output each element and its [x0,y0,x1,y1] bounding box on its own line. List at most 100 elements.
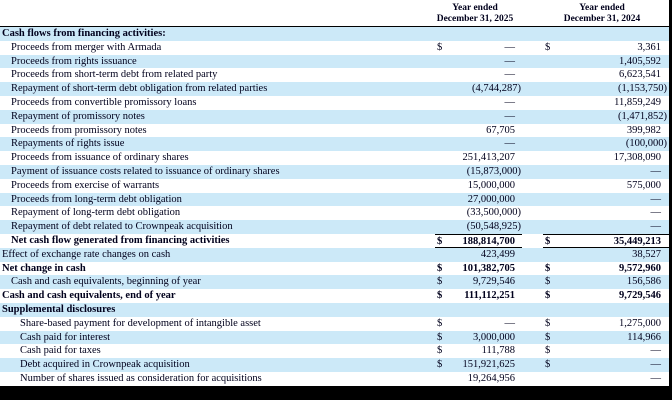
amount-2025: 15,000,000 [467,179,515,191]
currency-symbol-2024 [543,303,555,317]
amount-2025: 27,000,000 [467,193,515,205]
column-gap [522,262,543,276]
currency-symbol-2024: $ [545,276,551,288]
row-label: Proceeds from exercise of warrants [11,179,160,191]
amount-2024: — [650,221,662,233]
currency-symbol-2025: $ [437,345,443,357]
column-gap [522,248,543,262]
row-label: Proceeds from promissory notes [11,124,147,136]
currency-symbol-2025 [435,372,447,386]
amount-2024: (1,471,852) [618,110,667,122]
currency-symbol-2025: $ [435,233,447,248]
currency-symbol-2024 [543,96,555,110]
currency-symbol-2025 [435,193,447,207]
amount-2024: 1,405,592 [619,55,661,67]
amount-2025 [447,303,522,317]
column-gap [522,372,543,386]
column-gap [522,55,543,69]
column-header-2024-line1: Year ended [579,3,625,13]
amount-2024: 399,982 [626,124,661,136]
currency-symbol-2024: $ [545,317,551,329]
table-row: Cash flows from financing activities: [0,27,669,41]
row-label: Repayment of debt related to Crownpeak a… [11,221,233,233]
amount-2025: — [504,69,516,81]
table-row: Net change in cash $101,382,705 $9,572,960 [0,262,669,276]
row-label: Proceeds from short-term debt from relat… [11,69,218,81]
amount-2024: 114,966 [627,331,661,343]
amount-2025: (33,500,000) [466,207,521,219]
amount-2025 [447,27,522,41]
row-label: Repayment of promissory notes [11,110,145,122]
amount-2025: — [504,138,516,150]
currency-symbol-2024 [543,179,555,193]
amount-2024: 35,449,213 [555,233,669,248]
amount-2024: — [650,207,662,219]
table-row: Proceeds from rights issuance — 1,405,592 [0,54,669,69]
currency-symbol-2025 [435,27,447,41]
amount-2025: — [504,55,516,67]
column-gap [522,317,543,331]
table-row: Proceeds from short-term debt from relat… [0,68,669,82]
currency-symbol-2024 [543,220,555,234]
column-gap [522,68,543,82]
column-gap [522,124,543,138]
amount-2025: 423,499 [480,248,515,260]
column-header-2025: Year ended December 31, 2025 [425,3,525,25]
table-row: Cash paid for interest $3,000,000 $114,966 [0,330,669,345]
amount-2024: 11,859,249 [614,96,661,108]
row-label: Cash flows from financing activities: [2,28,166,39]
amount-2025: 67,705 [486,124,515,136]
column-header-2025-line1: Year ended [452,3,498,13]
currency-symbol-2025 [435,248,447,262]
column-gap [522,110,543,124]
table-row: Payment of issuance costs related to iss… [0,164,669,179]
amount-2025: 111,788 [481,345,515,357]
currency-symbol-2024 [543,55,555,69]
currency-symbol-2025 [435,303,447,317]
row-label: Cash and cash equivalents, end of year [2,290,176,302]
amount-2024: 1,275,000 [619,317,661,329]
table-row: Cash paid for taxes $111,788 $ — [0,344,669,358]
currency-symbol-2024 [543,68,555,82]
amount-2024: 575,000 [626,179,661,191]
amount-2024: 156,586 [626,276,661,288]
row-label: Number of shares issued as consideration… [20,372,262,384]
amount-2025: 9,729,546 [473,276,515,288]
column-gap [522,151,543,165]
table-row: Proceeds from exercise of warrants 15,000… [0,179,669,193]
currency-symbol-2025: $ [437,317,443,329]
column-gap [522,303,543,317]
currency-symbol-2025 [435,124,447,138]
row-label: Share-based payment for development of i… [20,317,261,329]
currency-symbol-2025 [435,110,447,124]
currency-symbol-2024 [543,193,555,207]
table-row: Proceeds from merger with Armada $ — $3,361 [0,41,669,55]
amount-2024: 9,572,960 [619,262,661,274]
amount-2025: — [504,41,516,53]
row-label: Proceeds from issuance of ordinary share… [11,152,189,164]
amount-2024: — [650,165,662,177]
currency-symbol-2025 [435,179,447,193]
amount-2025: — [504,96,516,108]
currency-symbol-2024: $ [543,233,555,248]
amount-2024: 6,623,541 [619,69,661,81]
column-gap [522,165,543,179]
currency-symbol-2025 [435,206,447,220]
row-label: Proceeds from merger with Armada [11,41,162,53]
currency-symbol-2025: $ [437,331,443,343]
column-gap [522,344,543,358]
amount-2025: 19,264,956 [467,372,515,384]
amount-2025: (4,744,287) [472,83,521,95]
amount-2025: 188,814,700 [447,233,522,248]
row-label: Payment of issuance costs related to iss… [11,165,280,177]
currency-symbol-2024 [543,151,555,165]
column-gap [522,41,543,55]
currency-symbol-2024 [543,372,555,386]
amount-2025: 3,000,000 [473,331,515,343]
table-row: Proceeds from long-term debt obligation 2… [0,192,669,207]
column-gap [522,206,543,220]
column-gap [522,289,543,303]
table-row: Proceeds from issuance of ordinary share… [0,151,669,165]
currency-symbol-2025 [435,165,447,179]
column-gap [522,275,543,289]
